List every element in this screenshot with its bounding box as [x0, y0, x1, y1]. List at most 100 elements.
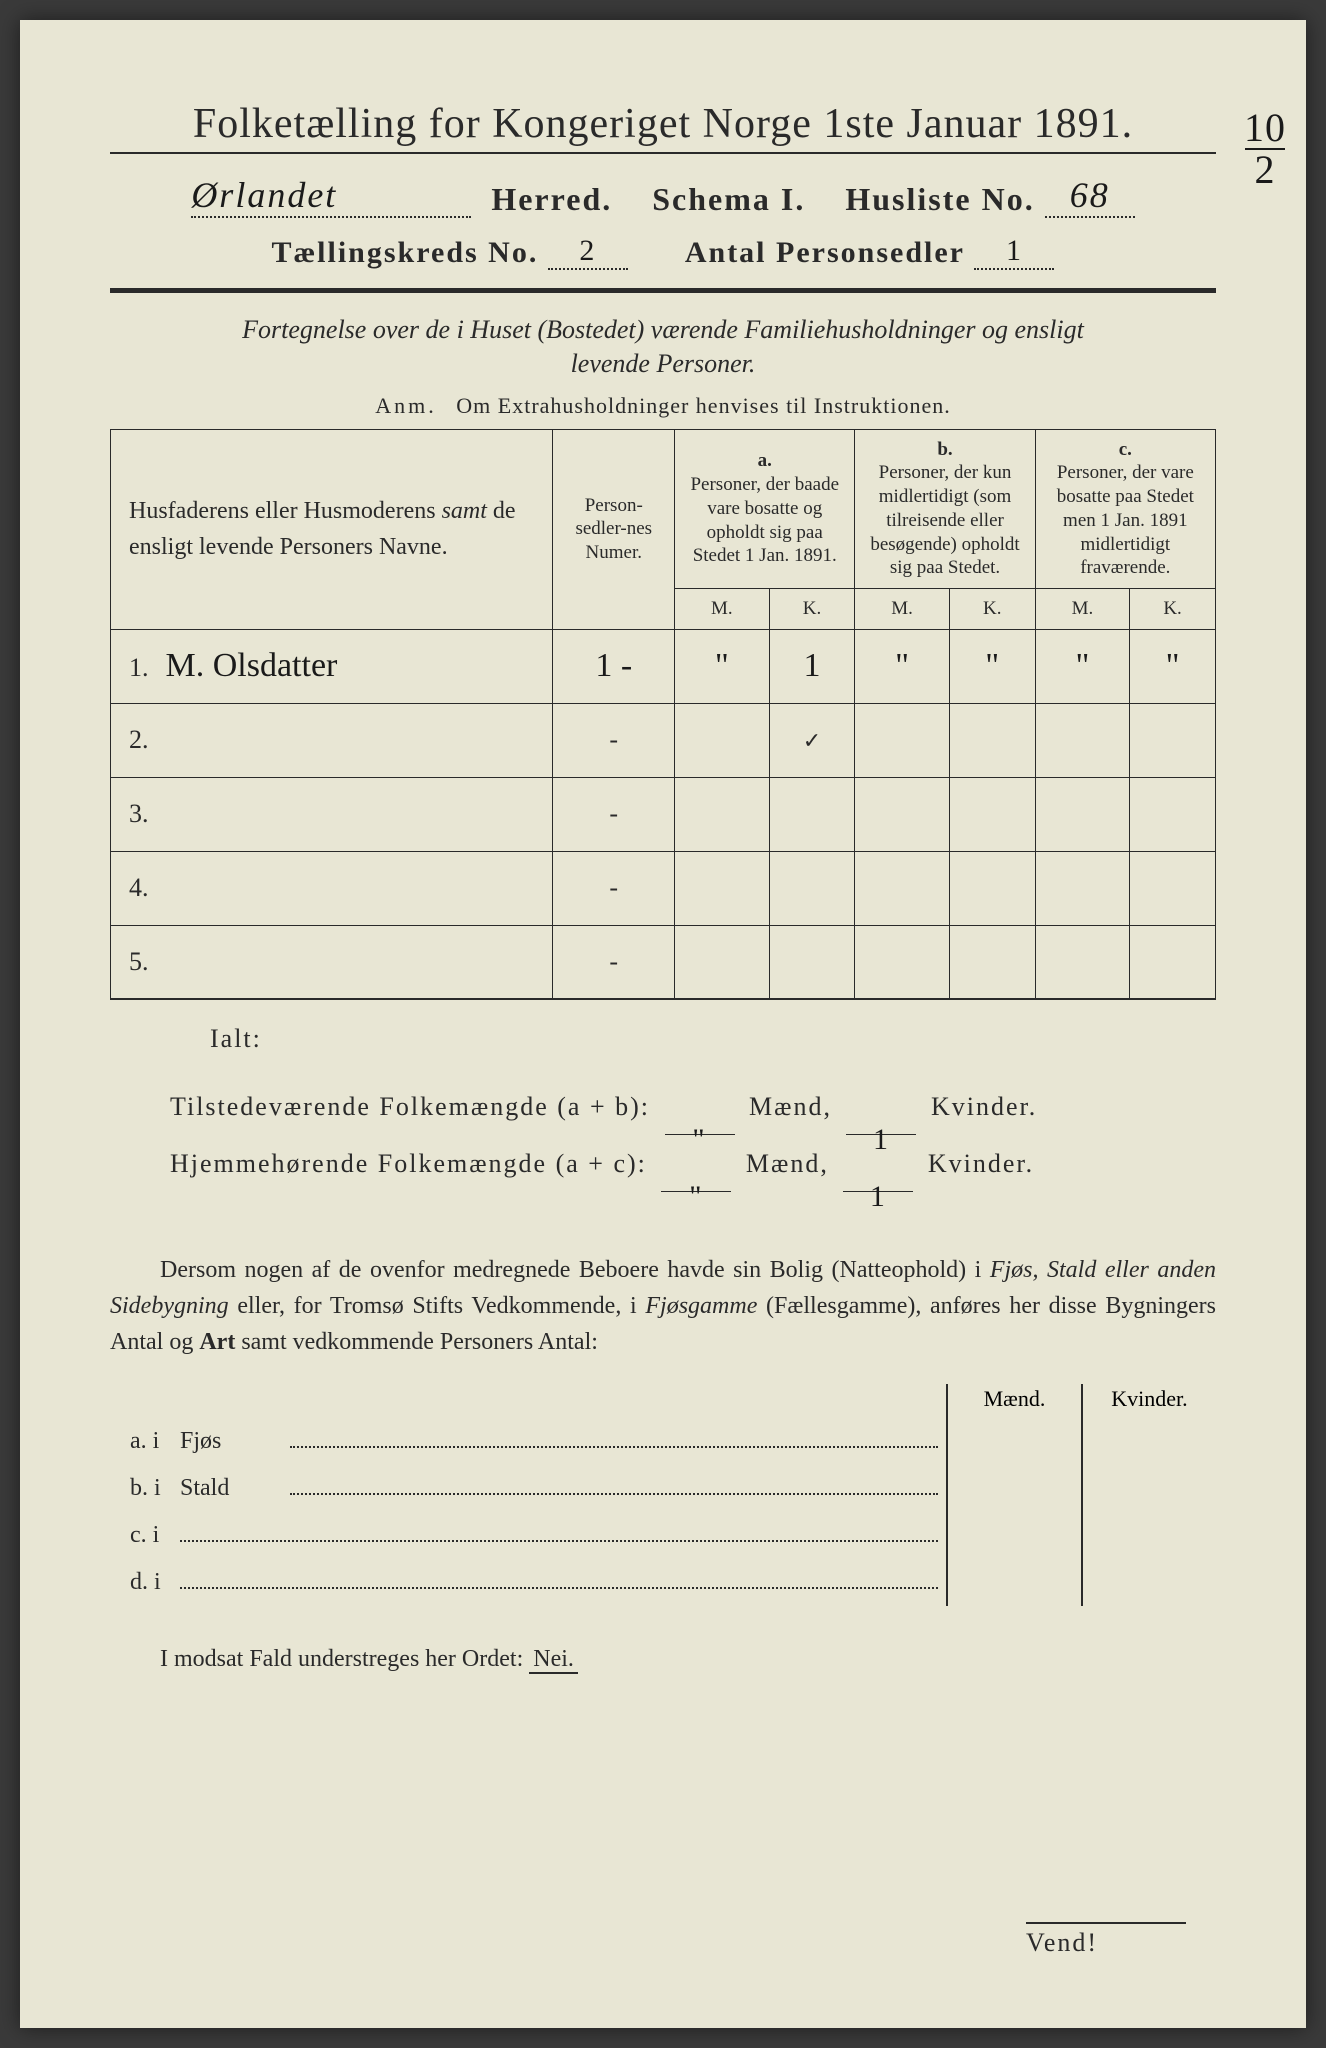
- cell: [675, 925, 769, 999]
- nei-text: I modsat Fald understreges her Ordet:: [160, 1646, 523, 1672]
- cell: [949, 777, 1035, 851]
- main-table: Husfaderens eller Husmoderens samt de en…: [110, 429, 1216, 1001]
- row-num: 1.: [129, 653, 159, 683]
- totals-line-1: Tilstedeværende Folkemængde (a + b): " M…: [170, 1078, 1216, 1135]
- cell: [1035, 925, 1129, 999]
- margin-top: 10: [1244, 105, 1286, 150]
- margin-bottom: 2: [1255, 147, 1276, 192]
- cell: [675, 851, 769, 925]
- cell: 1 -: [595, 647, 632, 684]
- cell: ": [715, 647, 729, 684]
- l2-kvinder-value: 1: [843, 1164, 913, 1192]
- header-line-2: Ørlandet Herred. Schema I. Husliste No. …: [110, 174, 1216, 218]
- th-bM: M.: [855, 589, 949, 630]
- th-cM: M.: [1035, 589, 1129, 630]
- buildings-block: a. i Fjøs b. i Stald c. i d. i Mænd. Kvi…: [110, 1384, 1216, 1606]
- subtitle: Fortegnelse over de i Huset (Bostedet) v…: [110, 313, 1216, 381]
- cell: -: [553, 851, 675, 925]
- bldg-head-kvinder: Kvinder.: [1083, 1384, 1216, 1606]
- table-row: 1. M. Olsdatter 1 - " 1 " " " ": [111, 629, 1216, 703]
- buildings-left: a. i Fjøs b. i Stald c. i d. i: [110, 1384, 946, 1606]
- th-c-text: Personer, der vare bosatte paa Stedet me…: [1057, 462, 1194, 578]
- table-row: 5. -: [111, 925, 1216, 999]
- dots: [180, 1575, 938, 1589]
- cell: [949, 851, 1035, 925]
- l1-maend-value: ": [665, 1107, 735, 1135]
- husliste-label: Husliste No.: [845, 181, 1034, 217]
- kreds-label: Tællingskreds No.: [272, 236, 539, 269]
- th-aK: K.: [769, 589, 855, 630]
- para-t4: samt vedkommende Personers Antal:: [235, 1329, 598, 1355]
- para-em2: Fjøsgamme: [645, 1293, 757, 1319]
- dots: [290, 1434, 938, 1448]
- th-a-text: Personer, der baade vare bosatte og opho…: [690, 474, 839, 566]
- anm-text: Om Extrahusholdninger henvises til Instr…: [456, 393, 950, 418]
- th-numer: Person-sedler-nes Numer.: [553, 429, 675, 629]
- cell: ": [1075, 647, 1089, 684]
- cell: [769, 851, 855, 925]
- para-t1: Dersom nogen af de ovenfor medregnede Be…: [160, 1257, 990, 1283]
- l1-kvinder-value: 1: [846, 1107, 916, 1135]
- page-title: Folketælling for Kongeriget Norge 1ste J…: [110, 100, 1216, 154]
- husliste-value: 68: [1045, 174, 1135, 218]
- totals-block: Ialt: Tilstedeværende Folkemængde (a + b…: [170, 1010, 1216, 1192]
- th-bK: K.: [949, 589, 1035, 630]
- anm-line: Anm. Om Extrahusholdninger henvises til …: [110, 393, 1216, 419]
- cell: [1035, 777, 1129, 851]
- bldg-pre: b. i: [110, 1475, 180, 1502]
- cell: [1130, 777, 1216, 851]
- row-num: 4.: [129, 873, 159, 903]
- census-form-page: Folketælling for Kongeriget Norge 1ste J…: [20, 20, 1306, 2028]
- vend-rule: [1026, 1922, 1186, 1924]
- margin-fraction: 10 2: [1244, 110, 1286, 188]
- th-c: c. Personer, der vare bosatte paa Stedet…: [1035, 429, 1215, 589]
- title-text: Folketælling for Kongeriget Norge 1ste J…: [193, 101, 1133, 147]
- maend-label: Mænd,: [749, 1092, 832, 1121]
- maend-label: Mænd,: [746, 1149, 829, 1178]
- th-b-text: Personer, der kun midlertidigt (som tilr…: [870, 462, 1019, 578]
- cell: [1130, 703, 1216, 777]
- nei-word: Nei.: [529, 1646, 578, 1674]
- bldg-pre: a. i: [110, 1428, 180, 1455]
- row-num: 2.: [129, 725, 159, 755]
- bldg-row: b. i Stald: [110, 1465, 946, 1512]
- cell: -: [553, 777, 675, 851]
- bldg-pre: c. i: [110, 1522, 180, 1549]
- th-c-head: c.: [1119, 439, 1132, 460]
- bldg-word: Stald: [180, 1475, 290, 1502]
- para-strong: Art: [199, 1329, 235, 1355]
- cell: [949, 703, 1035, 777]
- vend-text: Vend!: [1026, 1928, 1098, 1957]
- thick-rule-1: [110, 288, 1216, 293]
- herred-label: Herred.: [491, 181, 612, 217]
- cell: [1035, 703, 1129, 777]
- buildings-right: Mænd. Kvinder.: [946, 1384, 1216, 1606]
- antal-value: 1: [974, 234, 1054, 270]
- dots: [180, 1528, 938, 1542]
- kvinder-label: Kvinder.: [931, 1092, 1037, 1121]
- ialt-label: Ialt:: [210, 1010, 1216, 1067]
- schema-label: Schema I.: [652, 181, 805, 217]
- table-row: 3. -: [111, 777, 1216, 851]
- cell: -: [553, 925, 675, 999]
- hjemme-label: Hjemmehørende Folkemængde (a + c):: [170, 1135, 647, 1192]
- cell: ": [1166, 647, 1180, 684]
- row-num: 5.: [129, 947, 159, 977]
- cell: 1: [803, 647, 820, 684]
- table-row: 4. -: [111, 851, 1216, 925]
- subtitle-l2: levende Personer.: [571, 349, 756, 378]
- th-aM: M.: [675, 589, 769, 630]
- bldg-row: c. i: [110, 1512, 946, 1559]
- cell: -: [553, 703, 675, 777]
- dots: [290, 1481, 938, 1495]
- th-b: b. Personer, der kun midlertidigt (som t…: [855, 429, 1035, 589]
- cell: [1130, 851, 1216, 925]
- th-b-head: b.: [937, 439, 952, 460]
- subtitle-l1: Fortegnelse over de i Huset (Bostedet) v…: [242, 315, 1084, 344]
- cell: [855, 777, 949, 851]
- cell: [1035, 851, 1129, 925]
- kreds-value: 2: [548, 234, 628, 270]
- cell: ✓: [803, 728, 821, 753]
- bldg-row: d. i: [110, 1559, 946, 1606]
- herred-value: Ørlandet: [191, 174, 471, 218]
